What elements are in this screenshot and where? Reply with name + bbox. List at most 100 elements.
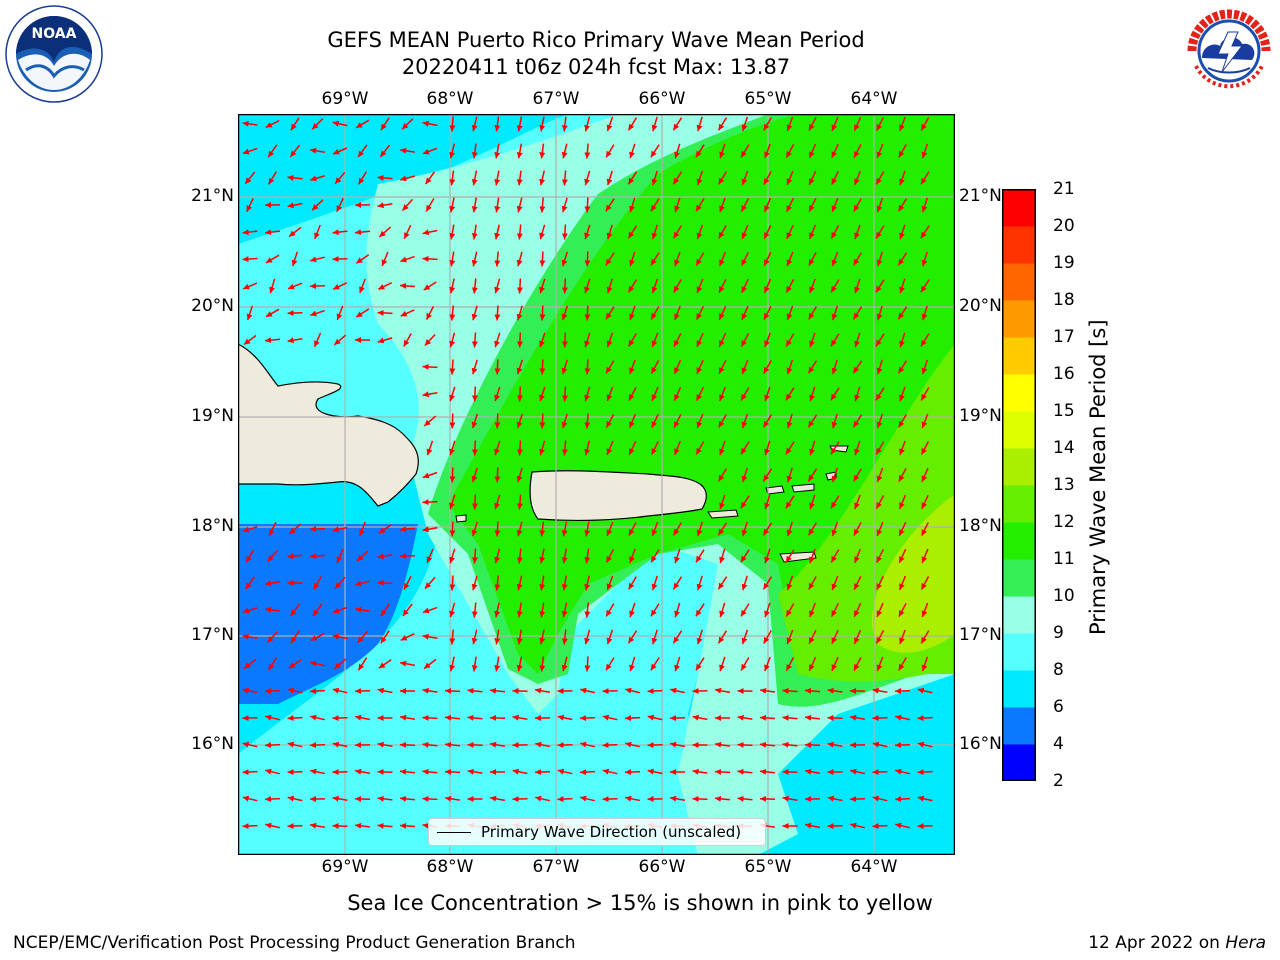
colorbar-tick: 21 xyxy=(1053,179,1075,199)
wave-direction-arrow xyxy=(921,521,929,537)
wave-direction-arrow xyxy=(494,602,501,618)
wave-direction-arrow xyxy=(674,197,681,213)
wave-direction-arrow xyxy=(584,143,591,159)
wave-direction-arrow xyxy=(516,548,523,564)
wave-direction-arrow xyxy=(672,117,683,131)
wave-direction-arrow xyxy=(494,197,501,213)
wave-direction-arrow xyxy=(512,768,528,775)
wave-direction-arrow xyxy=(741,521,748,537)
wave-direction-arrow xyxy=(647,768,663,775)
wave-direction-arrow xyxy=(763,630,772,644)
wave-direction-arrow xyxy=(876,197,884,213)
wave-direction-arrow xyxy=(516,359,524,375)
field-lime xyxy=(871,494,955,653)
wave-direction-arrow xyxy=(872,823,888,830)
colorbar-tick: 19 xyxy=(1053,253,1075,273)
wave-direction-arrow xyxy=(627,225,638,239)
wave-direction-arrow xyxy=(539,143,546,159)
wave-direction-arrow xyxy=(242,120,258,127)
wave-direction-arrow xyxy=(651,521,659,537)
wave-direction-arrow xyxy=(717,522,728,536)
wave-direction-arrow xyxy=(717,630,728,644)
wave-direction-arrow xyxy=(650,360,660,374)
wave-direction-arrow xyxy=(759,768,776,775)
wave-direction-arrow xyxy=(714,741,731,748)
wave-direction-arrow xyxy=(242,147,258,155)
wave-direction-arrow xyxy=(377,687,393,694)
colorbar-tick: 2 xyxy=(1053,771,1064,791)
land-islet xyxy=(791,483,815,493)
wave-direction-arrow xyxy=(516,629,523,645)
wave-direction-arrow xyxy=(425,198,435,212)
wave-direction-arrow xyxy=(359,521,366,537)
wave-direction-arrow xyxy=(827,795,843,802)
wave-direction-arrow xyxy=(602,714,618,721)
wave-direction-arrow xyxy=(424,171,436,185)
wave-direction-arrow xyxy=(854,386,861,402)
wave-direction-arrow xyxy=(309,822,326,829)
wave-direction-arrow xyxy=(422,471,438,479)
wave-direction-arrow xyxy=(785,144,795,158)
wave-direction-arrow xyxy=(422,120,438,127)
wave-direction-arrow xyxy=(782,795,798,802)
wave-direction-arrow xyxy=(422,687,438,694)
wave-direction-arrow xyxy=(425,306,435,320)
wave-direction-arrow xyxy=(602,768,618,775)
wave-direction-arrow xyxy=(584,305,591,321)
wave-direction-arrow xyxy=(718,278,727,294)
wave-direction-arrow xyxy=(557,742,573,749)
wave-direction-arrow xyxy=(808,252,817,266)
wave-direction-arrow xyxy=(719,656,726,672)
wave-direction-arrow xyxy=(309,742,326,749)
wave-direction-arrow xyxy=(422,526,438,533)
wave-direction-arrow xyxy=(629,602,636,618)
wave-direction-arrow xyxy=(242,229,258,236)
wave-direction-arrow xyxy=(561,170,568,186)
wave-direction-arrow xyxy=(539,548,546,564)
wave-direction-arrow xyxy=(332,147,348,155)
wave-direction-arrow xyxy=(332,633,348,640)
wave-direction-arrow xyxy=(898,414,907,428)
wave-direction-arrow xyxy=(920,117,930,131)
wave-direction-arrow xyxy=(872,741,888,748)
wave-direction-arrow xyxy=(242,769,258,776)
wave-direction-arrow xyxy=(831,575,839,591)
wave-direction-arrow xyxy=(627,279,638,293)
wave-direction-arrow xyxy=(875,333,885,347)
wave-direction-arrow xyxy=(516,440,523,456)
wave-direction-arrow xyxy=(786,413,793,429)
wave-direction-arrow xyxy=(561,548,568,564)
lon-label: 67°W xyxy=(532,857,580,877)
wave-direction-arrow xyxy=(449,305,456,321)
wave-direction-arrow xyxy=(921,494,929,510)
wave-direction-arrow xyxy=(561,251,569,267)
wave-direction-arrow xyxy=(920,630,930,644)
wave-direction-arrow xyxy=(290,117,300,131)
wave-direction-arrow xyxy=(827,687,843,694)
wave-direction-arrow xyxy=(377,337,393,344)
wave-direction-arrow xyxy=(444,768,461,775)
wave-direction-arrow xyxy=(424,333,436,347)
wave-direction-arrow xyxy=(356,550,369,562)
wave-direction-arrow xyxy=(494,251,501,267)
wave-direction-arrow xyxy=(312,603,323,617)
wave-direction-arrow xyxy=(894,742,911,749)
wave-direction-arrow xyxy=(852,414,863,428)
colorbar-swatch xyxy=(1002,189,1036,227)
wave-direction-arrow xyxy=(876,305,883,321)
wave-direction-arrow xyxy=(516,278,523,294)
wave-direction-arrow xyxy=(424,576,436,590)
wave-direction-arrow xyxy=(449,602,456,618)
wave-direction-arrow xyxy=(355,254,370,264)
wave-direction-arrow xyxy=(830,602,840,618)
wave-direction-arrow xyxy=(606,629,614,645)
wave-direction-arrow xyxy=(853,522,862,536)
wave-direction-arrow xyxy=(244,576,256,590)
wave-direction-arrow xyxy=(624,715,641,722)
wave-direction-arrow xyxy=(516,602,523,618)
wave-direction-arrow xyxy=(289,603,301,617)
land-islet xyxy=(765,485,785,495)
wave-direction-arrow xyxy=(449,116,456,132)
wave-direction-arrow xyxy=(379,144,391,158)
wave-direction-arrow xyxy=(897,360,908,374)
